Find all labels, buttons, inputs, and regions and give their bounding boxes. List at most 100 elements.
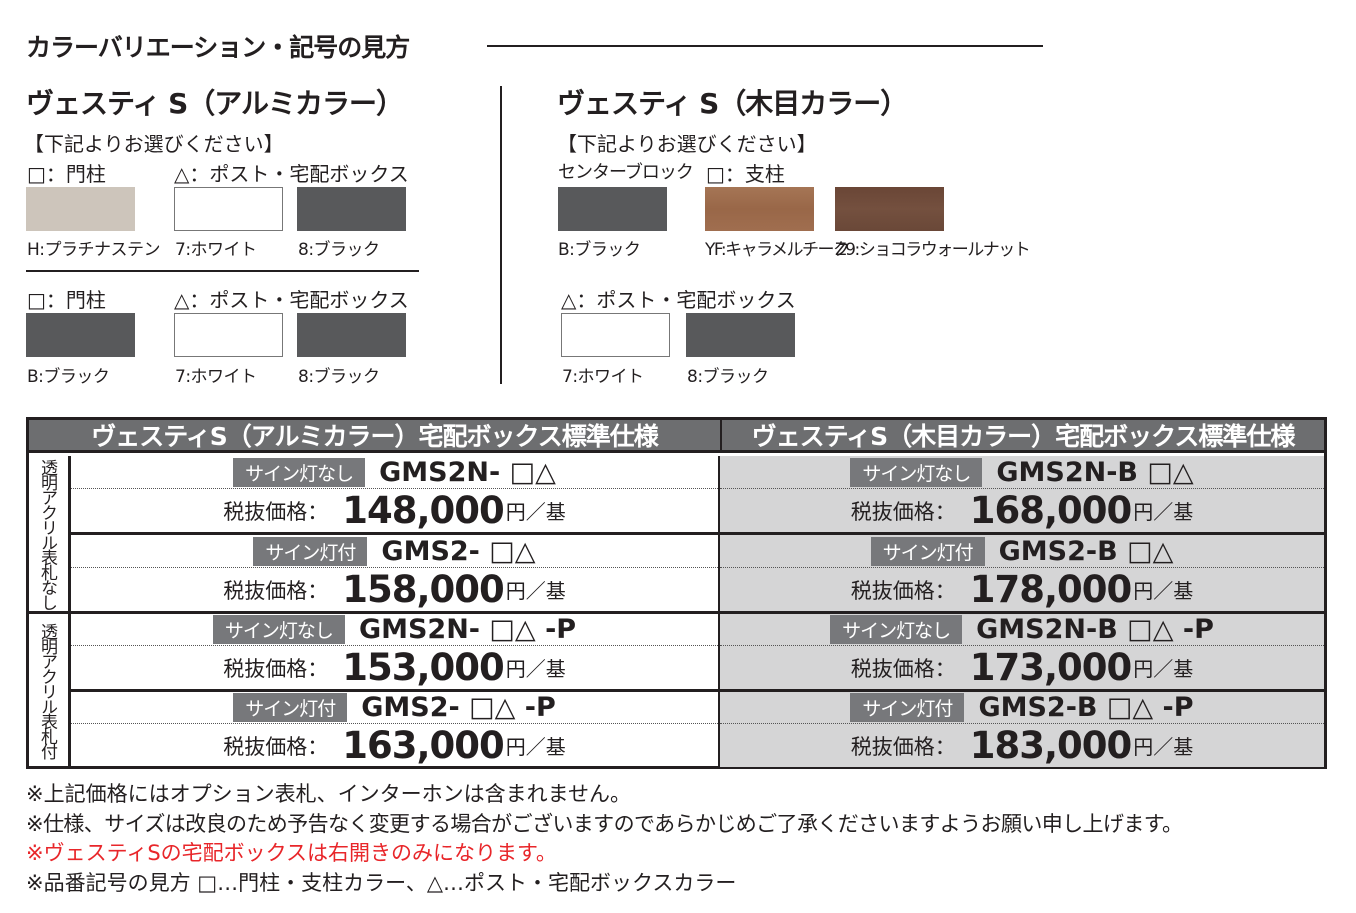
swatch-black[interactable]	[297, 187, 406, 231]
model-number: GMS2N-B □△ -P	[976, 614, 1214, 645]
table-row: サイン灯なし GMS2N- □△ 税抜価格： 148,000 円／基 サイン灯なし GM…	[71, 456, 1324, 535]
page-title: カラーバリエーション・記号の見方	[26, 33, 410, 62]
note: ※品番記号の見方 □…門柱・支柱カラー、△…ポスト・宅配ボックスカラー	[26, 870, 737, 895]
alumi-table-title: ヴェスティS（アルミカラー）宅配ボックス標準仕様	[29, 420, 722, 451]
swatch-caption: 7:ホワイト	[175, 367, 257, 387]
price-unit: 円／基	[1133, 657, 1194, 681]
section-divider	[500, 86, 502, 384]
swatch-white[interactable]	[561, 313, 670, 357]
sign-light-badge: サイン灯付	[253, 536, 368, 566]
price-unit: 円／基	[1133, 500, 1194, 524]
swatch-black[interactable]	[297, 313, 406, 357]
model-number: GMS2-B □△	[998, 535, 1174, 567]
swatch-caption: H:プラチナステン	[27, 240, 161, 260]
swatch-platinum-stainless[interactable]	[26, 187, 135, 231]
price-unit: 円／基	[505, 579, 566, 603]
spec-table: ヴェスティS（アルミカラー）宅配ボックス標準仕様 ヴェスティS（木目カラー）宅配…	[26, 417, 1327, 769]
swatch-caption: B:ブラック	[27, 367, 110, 387]
swatch-caption: Z9:ショコラウォールナット	[835, 240, 1031, 260]
price-value: 148,000	[342, 489, 505, 532]
alumi-cell: サイン灯付 GMS2- □△ -P 税抜価格： 163,000 円／基	[71, 692, 720, 767]
price-label: 税抜価格：	[850, 734, 956, 759]
pillar-label: □：支柱	[706, 162, 785, 186]
swatch-chocolat-walnut[interactable]	[835, 187, 944, 231]
wood-cell: サイン灯付 GMS2-B □△ 税抜価格： 178,000 円／基	[720, 535, 1324, 611]
price-unit: 円／基	[1133, 735, 1194, 759]
alumi-cell: サイン灯付 GMS2- □△ 税抜価格： 158,000 円／基	[71, 535, 720, 611]
price-unit: 円／基	[505, 735, 566, 759]
sign-light-badge: サイン灯なし	[233, 457, 366, 487]
sign-light-badge: サイン灯なし	[850, 457, 983, 487]
sign-light-badge: サイン灯なし	[212, 615, 345, 644]
note: ※上記価格にはオプション表札、インターホンは含まれません。	[26, 782, 631, 806]
price-unit: 円／基	[1133, 579, 1194, 603]
table-group: 透明アクリル表札なし サイン灯なし GMS2N- □△ 税抜価格： 148,000 円…	[29, 456, 1324, 614]
model-number: GMS2- □△ -P	[361, 692, 556, 723]
swatch-caption: YF:キャラメルチーク	[705, 240, 850, 260]
swatch-black[interactable]	[686, 313, 795, 357]
alumi-post-label: □：門柱	[27, 288, 106, 312]
swatch-caption: B:ブラック	[558, 240, 641, 260]
price-value: 178,000	[969, 568, 1133, 611]
wood-box-label: △：ポスト・宅配ボックス	[561, 288, 796, 312]
alumi-cell: サイン灯なし GMS2N- □△ 税抜価格： 148,000 円／基	[71, 456, 720, 532]
alumi-box-label: △：ポスト・宅配ボックス	[174, 162, 409, 186]
swatch-black[interactable]	[26, 313, 135, 357]
table-header: ヴェスティS（アルミカラー）宅配ボックス標準仕様 ヴェスティS（木目カラー）宅配…	[29, 420, 1324, 453]
model-number: GMS2N-B □△	[996, 456, 1194, 488]
price-unit: 円／基	[505, 500, 566, 524]
alumi-post-label: □：門柱	[27, 162, 106, 186]
table-row: サイン灯付 GMS2- □△ 税抜価格： 158,000 円／基 サイン灯付 GMS2-…	[71, 535, 1324, 611]
wood-choose: 【下記よりお選びください】	[557, 132, 817, 156]
wood-cell: サイン灯なし GMS2N-B □△ -P 税抜価格： 173,000 円／基	[720, 614, 1324, 689]
price-label: 税抜価格：	[223, 734, 329, 759]
swatch-white[interactable]	[174, 313, 283, 357]
swatch-caption: 8:ブラック	[687, 367, 769, 387]
price-value: 163,000	[342, 724, 505, 767]
model-number: GMS2- □△	[381, 535, 536, 567]
table-group: 透明アクリル表札付 サイン灯なし GMS2N- □△ -P 税抜価格： 153,00…	[29, 614, 1324, 767]
swatch-white[interactable]	[174, 187, 283, 231]
note-warning: ※ヴェスティSの宅配ボックスは右開きのみになります。	[26, 841, 557, 865]
price-value: 158,000	[342, 568, 505, 611]
alumi-box-label: △：ポスト・宅配ボックス	[174, 288, 409, 312]
wood-cell: サイン灯なし GMS2N-B □△ 税抜価格： 168,000 円／基	[720, 456, 1324, 532]
sign-light-badge: サイン灯なし	[830, 615, 963, 644]
model-number: GMS2N- □△	[379, 456, 556, 488]
swatch-caption: 7:ホワイト	[562, 367, 644, 387]
swatch-caption: 7:ホワイト	[175, 240, 257, 260]
price-label: 税抜価格：	[850, 499, 956, 524]
price-label: 税抜価格：	[223, 578, 329, 603]
divider	[26, 270, 419, 272]
price-label: 税抜価格：	[223, 499, 329, 524]
price-label: 税抜価格：	[850, 656, 956, 681]
table-row: サイン灯なし GMS2N- □△ -P 税抜価格： 153,000 円／基 サイン灯な…	[71, 614, 1324, 692]
model-number: GMS2N- □△ -P	[358, 614, 577, 645]
swatch-caption: 8:ブラック	[298, 240, 380, 260]
price-value: 168,000	[969, 489, 1133, 532]
swatch-black[interactable]	[558, 187, 667, 231]
sign-light-badge: サイン灯付	[870, 536, 985, 566]
swatch-caramel-teak[interactable]	[705, 187, 814, 231]
wood-table-title: ヴェスティS（木目カラー）宅配ボックス標準仕様	[751, 422, 1296, 451]
alumi-cell: サイン灯なし GMS2N- □△ -P 税抜価格： 153,000 円／基	[71, 614, 720, 689]
price-value: 173,000	[969, 646, 1133, 689]
alumi-choose: 【下記よりお選びください】	[24, 132, 284, 156]
wood-cell: サイン灯付 GMS2-B □△ -P 税抜価格： 183,000 円／基	[720, 692, 1324, 767]
center-block-label: センターブロック	[558, 162, 694, 183]
price-value: 153,000	[342, 646, 505, 689]
group-label: 透明アクリル表札なし	[29, 456, 71, 611]
title-rule	[487, 45, 1043, 47]
note: ※仕様、サイズは改良のため予告なく変更する場合がございますのであらかじめご了承く…	[26, 811, 1183, 836]
table-row: サイン灯付 GMS2- □△ -P 税抜価格： 163,000 円／基 サイン灯付 GM…	[71, 692, 1324, 767]
alumi-heading: ヴェスティ S（アルミカラー）	[26, 87, 404, 120]
price-label: 税抜価格：	[850, 578, 956, 603]
notes: ※上記価格にはオプション表札、インターホンは含まれません。 ※仕様、サイズは改良…	[26, 780, 1183, 898]
price-value: 183,000	[969, 724, 1133, 767]
model-number: GMS2-B □△ -P	[978, 692, 1194, 723]
price-label: 税抜価格：	[223, 656, 329, 681]
swatch-caption: 8:ブラック	[298, 367, 380, 387]
sign-light-badge: サイン灯付	[850, 693, 965, 722]
group-label: 透明アクリル表札付	[29, 614, 71, 766]
price-unit: 円／基	[505, 657, 566, 681]
